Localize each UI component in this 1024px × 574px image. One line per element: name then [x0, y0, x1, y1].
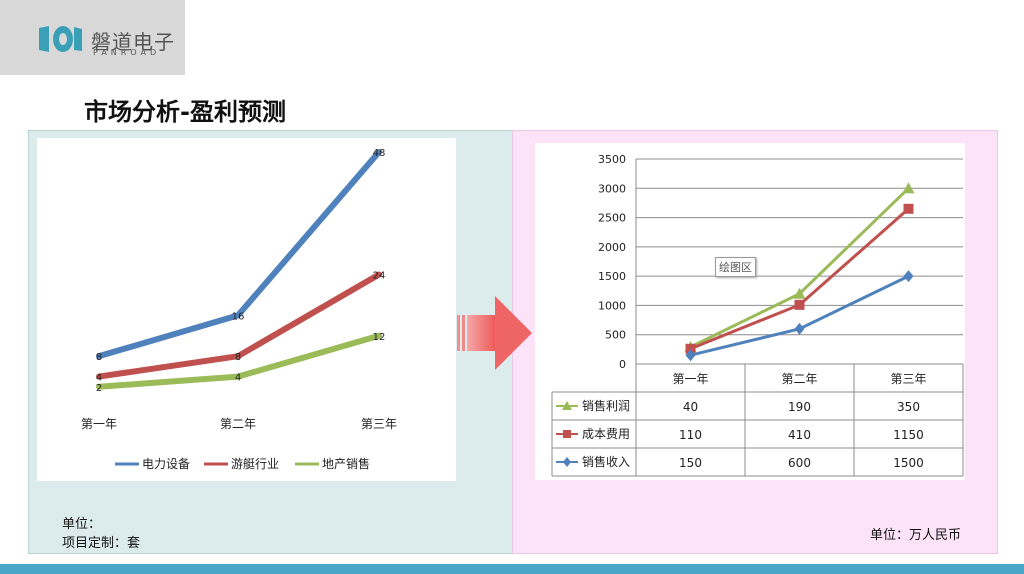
page-title: 市场分析-盈利预测: [84, 98, 286, 126]
legend-label: 电力设备: [142, 457, 190, 471]
data-label: 4: [96, 373, 102, 384]
legend-marker: [563, 430, 571, 438]
right-unit-note: 单位：万人民币: [870, 528, 962, 543]
logo-area: 磐道电子 PANROAD: [0, 0, 185, 75]
legend-label: 游艇行业: [231, 457, 279, 471]
series-line-3: [96, 332, 382, 390]
data-point: [685, 349, 696, 362]
table-cell: 150: [679, 456, 702, 470]
plot-area-tooltip: 绘图区: [715, 257, 756, 277]
table-cell: 1150: [893, 428, 924, 442]
logo-subtext: PANROAD: [93, 48, 161, 57]
unit-label: 单位：: [62, 517, 102, 532]
y-tick-label: 0: [619, 358, 626, 371]
bottom-bar: [0, 564, 1024, 574]
logo-text: 磐道电子: [91, 30, 175, 54]
legend-label: 销售收入: [582, 454, 630, 469]
table-cell: 600: [788, 456, 811, 470]
table-cell: 40: [683, 400, 698, 414]
series-line-2: [96, 271, 382, 380]
data-point: [794, 322, 805, 335]
data-label: 12: [373, 332, 386, 343]
data-point: [903, 270, 914, 283]
x-tick-label: 第一年: [672, 372, 708, 386]
x-tick-label: 第三年: [361, 417, 397, 431]
data-label: 2: [96, 383, 102, 394]
data-point: [793, 287, 806, 299]
y-tick-label: 3000: [598, 182, 626, 195]
right-arrow-icon: [457, 296, 532, 370]
left-chart: 8 16 48 4 8 24 2 4 12 第一年 第二年 第三年 电力设备 游艇行业 地产销售: [37, 138, 456, 481]
x-tick-label: 第二年: [781, 372, 817, 386]
logo-icon: [39, 26, 82, 52]
x-tick-label: 第一年: [81, 417, 117, 431]
x-tick-label: 第二年: [220, 417, 256, 431]
x-tick-label: 第三年: [890, 372, 926, 386]
table-cell: 1500: [893, 456, 924, 470]
data-label: 8: [96, 352, 102, 363]
custom-project-label: 项目定制：套: [62, 536, 141, 551]
legend-marker: [562, 401, 572, 410]
y-tick-label: 1000: [598, 299, 626, 312]
data-point: [794, 299, 805, 310]
table-cell: 350: [897, 400, 920, 414]
data-point: [902, 182, 915, 194]
data-label: 24: [373, 271, 386, 282]
table-cell: 110: [679, 428, 702, 442]
y-tick-label: 3500: [598, 153, 626, 166]
data-label: 8: [235, 352, 241, 363]
series-line-1: [96, 149, 382, 360]
left-note: 单位： 项目定制：套: [62, 515, 140, 553]
data-label: 48: [373, 148, 386, 159]
right-chart-svg: 0 500 1000 1500 2000 2500 3000 3500 第一年 第二年 第三年销售利…: [551, 153, 964, 477]
table-cell: 190: [788, 400, 811, 414]
data-label: 4: [235, 373, 241, 384]
y-tick-label: 2500: [598, 212, 626, 225]
y-tick-label: 500: [605, 329, 626, 342]
legend-marker: [563, 457, 571, 467]
data-label: 16: [232, 311, 245, 322]
legend-label: 销售利润: [582, 398, 630, 413]
legend-label: 地产销售: [322, 456, 370, 471]
y-tick-label: 1500: [598, 270, 626, 283]
data-point: [903, 203, 914, 214]
table-cell: 410: [788, 428, 811, 442]
right-chart: 0 500 1000 1500 2000 2500 3000 3500 第一年 第二年 第三年销售利…: [535, 143, 965, 480]
legend-label: 成本费用: [582, 427, 630, 441]
data-point: [685, 343, 696, 354]
y-tick-label: 2000: [598, 241, 626, 254]
